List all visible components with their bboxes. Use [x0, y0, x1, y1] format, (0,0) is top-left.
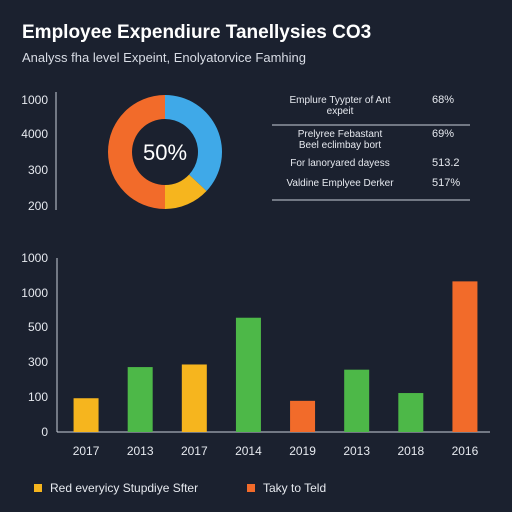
- table-row-label: Beel eclimbay bort: [299, 140, 381, 151]
- donut-slice: [165, 95, 222, 192]
- donut-slice: [165, 174, 207, 209]
- y-tick-label: 100: [28, 390, 48, 404]
- bar: [73, 398, 99, 432]
- x-tick-label: 2018: [397, 444, 424, 458]
- x-tick-label: 2019: [289, 444, 316, 458]
- bar: [398, 393, 424, 432]
- table-row-value: 517%: [432, 177, 460, 189]
- x-tick-label: 2013: [343, 444, 370, 458]
- table-row-label: Emplure Tyypter of Ant: [290, 95, 391, 106]
- table-row-label: Prelyree Febastant: [298, 129, 383, 140]
- table-row-label: For lanoryared dayess: [290, 158, 390, 169]
- legend-swatch: [247, 484, 255, 492]
- legend-item: Red everyicy Stupdiye Sfter: [34, 480, 198, 496]
- table-row-label: Valdine Emplyee Derker: [286, 178, 394, 189]
- legend-label: Taky to Teld: [263, 481, 327, 495]
- y-tick-label: 1000: [21, 286, 48, 300]
- y-tick-label: 0: [41, 425, 48, 439]
- legend-swatch: [34, 484, 42, 492]
- legend-item: Taky to Teld: [247, 480, 326, 496]
- chart-subtitle: Analyss fha level Expeint, Enolyatorvice…: [22, 50, 306, 65]
- y-tick-label: 200: [28, 199, 48, 213]
- legend-label: Red everyicy Stupdiye Sfter: [50, 481, 199, 495]
- x-tick-label: 2016: [452, 444, 479, 458]
- chart-title: Employee Expendiure Tanellysies CO3: [22, 22, 372, 43]
- bar: [181, 364, 207, 432]
- bar: [452, 281, 478, 432]
- table-row-value: 69%: [432, 128, 454, 140]
- donut-center-label: 50%: [143, 140, 187, 165]
- bar: [344, 369, 370, 432]
- y-tick-label: 4000: [21, 127, 48, 141]
- y-tick-label: 1000: [21, 251, 48, 265]
- y-tick-label: 300: [28, 163, 48, 177]
- x-tick-label: 2017: [73, 444, 100, 458]
- bar: [127, 367, 153, 432]
- table-row-value: 513.2: [432, 157, 460, 169]
- y-tick-label: 1000: [21, 93, 48, 107]
- y-tick-label: 500: [28, 320, 48, 334]
- table-row-value: 68%: [432, 94, 454, 106]
- x-tick-label: 2017: [181, 444, 208, 458]
- y-tick-label: 300: [28, 355, 48, 369]
- table-row-label: expeit: [327, 106, 354, 117]
- x-tick-label: 2013: [127, 444, 154, 458]
- x-tick-label: 2014: [235, 444, 262, 458]
- donut-slice: [108, 95, 165, 209]
- bar: [235, 317, 261, 432]
- bar: [290, 400, 316, 432]
